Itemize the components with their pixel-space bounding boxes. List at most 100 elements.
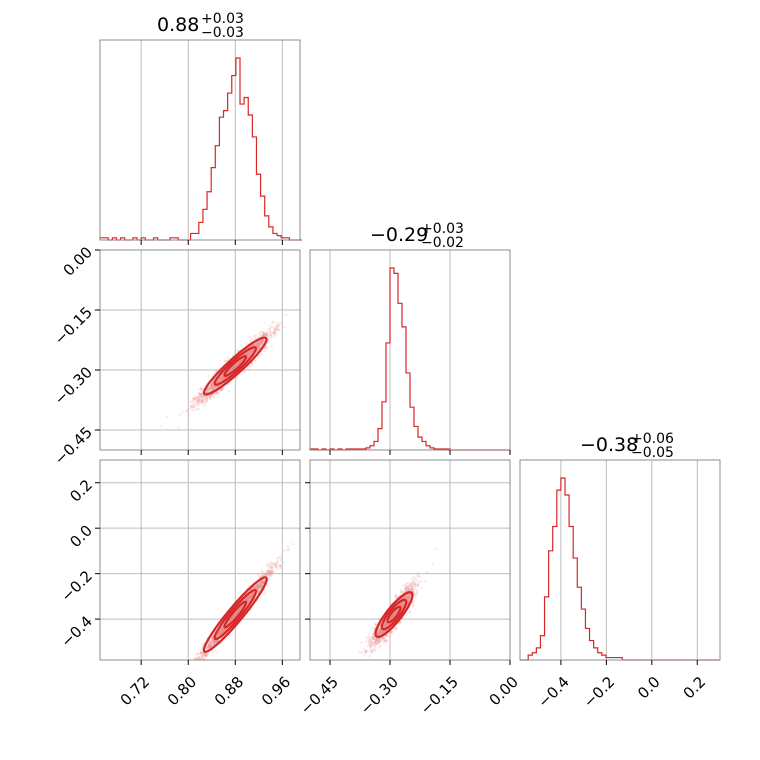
x-tick-label: 0.72 — [117, 673, 153, 709]
sample-point — [210, 382, 214, 386]
sample-point — [208, 641, 212, 644]
sample-point — [232, 366, 236, 369]
sample-point — [249, 351, 253, 354]
sample-point — [211, 387, 214, 391]
sample-point — [195, 400, 198, 404]
sample-point — [233, 365, 237, 369]
sample-point — [366, 644, 369, 648]
sample-point — [233, 364, 237, 367]
sample-point — [256, 344, 260, 348]
sample-point — [246, 354, 250, 357]
sample-point — [219, 378, 223, 381]
sample-point — [256, 340, 260, 344]
sample-point — [423, 579, 426, 583]
sample-point — [211, 382, 214, 385]
sample-point — [232, 366, 236, 370]
sample-point — [277, 556, 281, 560]
sample-point — [197, 401, 201, 405]
sample-point — [206, 397, 209, 400]
sample-point — [235, 610, 239, 614]
sample-point — [218, 377, 221, 380]
sample-point — [210, 384, 213, 388]
sample-point — [270, 331, 274, 334]
sample-point — [218, 629, 222, 632]
sample-point — [197, 398, 201, 401]
sample-point — [256, 343, 260, 347]
sample-point — [246, 352, 250, 355]
sample-point — [212, 384, 215, 388]
sample-point — [219, 377, 222, 380]
sample-point — [260, 339, 263, 342]
sample-point — [231, 365, 235, 369]
sample-point — [258, 342, 261, 346]
sample-point — [200, 393, 203, 397]
sample-point — [275, 327, 278, 331]
sample-point — [215, 385, 218, 388]
sample-point — [236, 611, 239, 615]
sample-point — [251, 348, 254, 352]
sample-point — [226, 356, 230, 360]
sample-point — [367, 632, 371, 636]
sample-point — [238, 360, 242, 364]
sample-point — [263, 350, 267, 353]
sample-point — [255, 344, 259, 348]
sample-point — [208, 389, 211, 392]
sample-point — [249, 349, 252, 353]
sample-point — [206, 387, 210, 390]
sample-point — [250, 350, 253, 353]
sample-point — [196, 396, 199, 400]
sample-point — [219, 388, 223, 392]
sample-point — [246, 351, 249, 354]
sample-point — [192, 397, 196, 400]
sample-point — [258, 343, 262, 347]
sample-point — [269, 330, 272, 333]
sample-point — [189, 404, 193, 408]
sample-point — [211, 387, 215, 391]
sample-point — [220, 377, 223, 380]
sample-point — [218, 379, 222, 382]
sample-point — [211, 387, 215, 390]
sample-point — [210, 382, 213, 385]
sample-point — [249, 340, 252, 343]
sample-point — [264, 332, 268, 336]
sample-point — [258, 343, 261, 347]
sample-point — [272, 320, 275, 324]
sample-point — [194, 397, 198, 400]
sample-point — [210, 384, 214, 387]
sample-point — [253, 344, 257, 347]
sample-point — [245, 352, 248, 355]
sample-point — [210, 385, 213, 388]
sample-point — [408, 611, 411, 615]
sample-point — [212, 640, 216, 643]
sample-point — [256, 585, 259, 588]
hist-frame-p0 — [99, 39, 301, 241]
sample-point — [227, 389, 231, 393]
sample-point — [220, 374, 223, 378]
param-title-p0: 0.88 — [157, 14, 199, 36]
sample-point — [270, 321, 274, 324]
sample-point — [207, 374, 210, 378]
sample-point — [246, 355, 250, 358]
x-tick-label: 0.88 — [211, 673, 247, 709]
param-title-value: −0.38 — [580, 434, 638, 456]
sample-point — [420, 586, 423, 589]
sample-point — [235, 363, 239, 366]
sample-point — [248, 352, 251, 356]
sample-point — [240, 605, 244, 608]
sample-point — [259, 341, 262, 345]
sample-point — [255, 341, 258, 345]
sample-point — [208, 386, 211, 390]
sample-point — [262, 332, 265, 336]
sample-point — [268, 327, 271, 330]
sample-point — [277, 328, 281, 331]
y-tick-label: −0.4 — [58, 612, 96, 650]
sample-point — [248, 351, 252, 354]
sample-point — [259, 334, 262, 337]
sample-point — [238, 361, 241, 365]
sample-point — [266, 333, 269, 337]
sample-point — [276, 327, 279, 331]
sample-point — [219, 377, 222, 381]
sample-point — [197, 396, 201, 399]
sample-point — [412, 603, 416, 607]
sample-point — [266, 569, 269, 573]
